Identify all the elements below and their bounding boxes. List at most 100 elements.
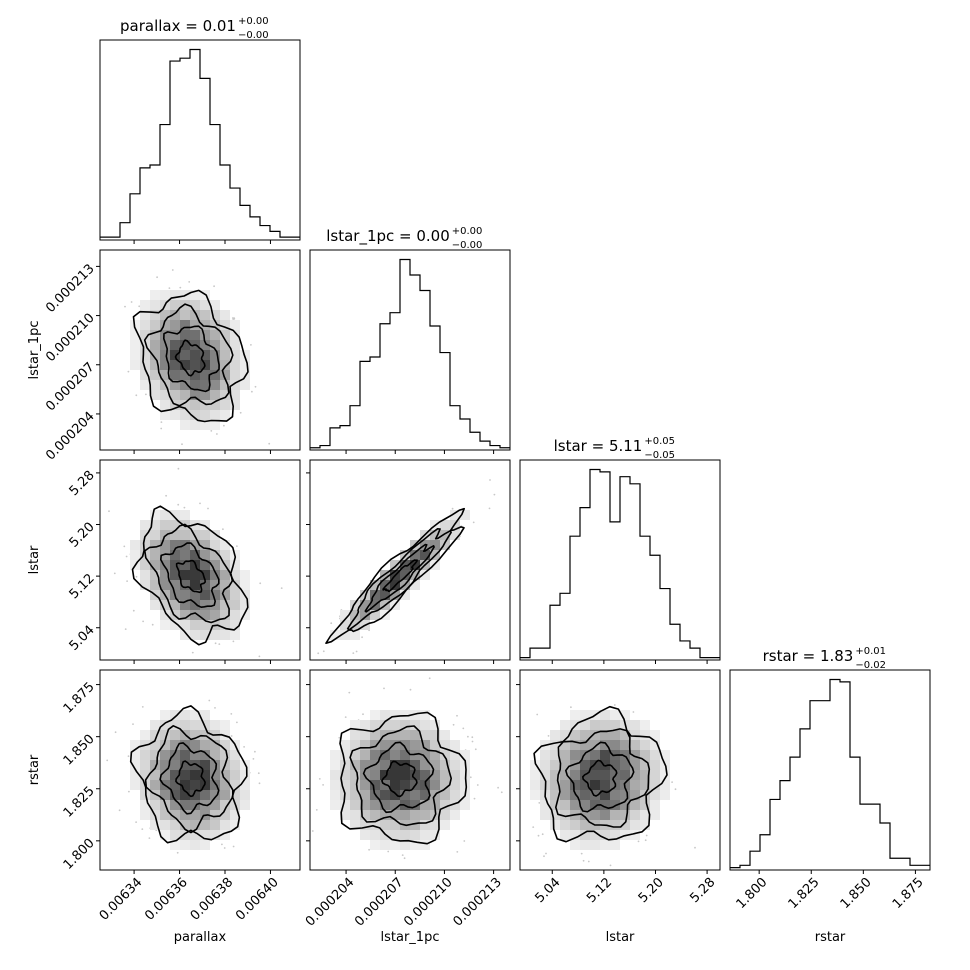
density-cell — [410, 790, 420, 800]
y-tick-label-lstar_1pc: 0.000204 — [43, 409, 97, 463]
density-cell — [150, 540, 160, 550]
density-cell — [440, 740, 450, 750]
contour-level-1 — [175, 559, 206, 594]
density-cell — [340, 630, 350, 640]
density-cell — [140, 350, 150, 360]
density-cell — [180, 560, 190, 570]
density-cell — [630, 740, 640, 750]
density-cell — [190, 620, 200, 630]
density-cell — [170, 310, 180, 320]
density-cell — [410, 730, 420, 740]
sample-point — [124, 628, 127, 630]
density-cell — [620, 810, 630, 820]
density-cell — [160, 530, 170, 540]
density-cell — [180, 320, 190, 330]
sample-point — [545, 852, 547, 855]
density-cell — [130, 330, 140, 340]
sample-point — [637, 840, 640, 843]
density-cell — [650, 730, 660, 740]
sample-point — [493, 493, 496, 496]
density-cell — [220, 630, 230, 640]
density-cell — [400, 570, 410, 580]
sample-point — [135, 575, 138, 578]
sample-point — [181, 443, 183, 446]
density-cell — [230, 350, 240, 360]
density-cell — [610, 740, 620, 750]
density-cell — [180, 840, 190, 850]
density-cell — [160, 510, 170, 520]
density-cell — [530, 790, 540, 800]
density-cell — [140, 730, 150, 740]
sample-point — [124, 305, 126, 308]
density-cell — [210, 320, 220, 330]
density-cell — [150, 330, 160, 340]
density-cell — [130, 750, 140, 760]
density-cell — [210, 340, 220, 350]
density-cell — [130, 780, 140, 790]
sample-point — [118, 809, 121, 812]
density-cell — [420, 570, 430, 580]
contour-level-2 — [565, 741, 635, 813]
sample-point — [536, 713, 539, 716]
contour-level-4 — [325, 507, 465, 644]
sample-point — [582, 859, 585, 862]
sample-point — [476, 784, 479, 786]
density-cell — [630, 780, 640, 790]
density-cell — [180, 410, 190, 420]
density-cell — [200, 370, 210, 380]
density-cell — [330, 790, 340, 800]
density-cell — [590, 750, 600, 760]
density-cell — [190, 390, 200, 400]
density-cell — [370, 610, 380, 620]
sample-point — [214, 707, 216, 709]
density-cell — [350, 770, 360, 780]
density-cell — [210, 550, 220, 560]
density-cell — [600, 720, 610, 730]
density-cell — [200, 560, 210, 570]
density-cell — [430, 540, 440, 550]
density-cell — [190, 730, 200, 740]
density-cell — [130, 540, 140, 550]
density-cell — [330, 780, 340, 790]
density-cell — [360, 790, 370, 800]
density-cell — [180, 370, 190, 380]
density-cell — [140, 570, 150, 580]
density-cell — [350, 600, 360, 610]
density-cell — [560, 730, 570, 740]
x-tick-label-lstar: 5.28 — [687, 875, 718, 906]
density-cell — [170, 570, 180, 580]
density-cell — [150, 510, 160, 520]
sample-point — [138, 305, 141, 308]
sample-point — [497, 786, 499, 789]
density-cell — [170, 730, 180, 740]
sample-point — [500, 791, 503, 794]
x-tick-label-lstar_1pc: 0.000204 — [303, 875, 357, 929]
sample-point — [587, 860, 590, 863]
density-cell — [150, 390, 160, 400]
density-cell — [170, 770, 180, 780]
density-cell — [540, 750, 550, 760]
density-cell — [180, 770, 190, 780]
density-cell — [210, 410, 220, 420]
density-cell — [170, 620, 180, 630]
sample-point — [230, 735, 233, 737]
density-cell — [360, 730, 370, 740]
density-cell — [180, 610, 190, 620]
density-cell — [210, 420, 220, 430]
density-cell — [420, 770, 430, 780]
density-cell — [410, 810, 420, 820]
density-cell — [200, 590, 210, 600]
panel-frame — [519, 669, 721, 871]
density-cell — [200, 770, 210, 780]
sample-point — [674, 788, 677, 791]
density-cell — [360, 810, 370, 820]
density-cell — [410, 720, 420, 730]
density-cell — [150, 560, 160, 570]
density-cell — [160, 560, 170, 570]
density-cell — [160, 740, 170, 750]
density-cell — [150, 380, 160, 390]
density-cell — [380, 770, 390, 780]
sample-point — [135, 394, 138, 397]
sample-point — [409, 688, 412, 691]
density-cell — [150, 530, 160, 540]
